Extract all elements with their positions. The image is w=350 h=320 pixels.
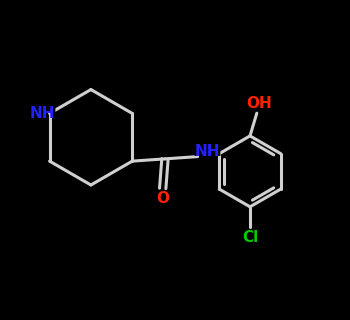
Text: O: O [155,189,170,207]
Text: OH: OH [244,94,274,112]
Text: NH: NH [28,104,58,123]
Text: Cl: Cl [242,230,258,245]
Text: NH: NH [193,142,223,160]
Text: OH: OH [246,96,272,111]
Text: Cl: Cl [240,229,260,247]
Text: O: O [156,191,169,206]
Text: NH: NH [195,144,220,159]
Text: NH: NH [30,106,56,121]
